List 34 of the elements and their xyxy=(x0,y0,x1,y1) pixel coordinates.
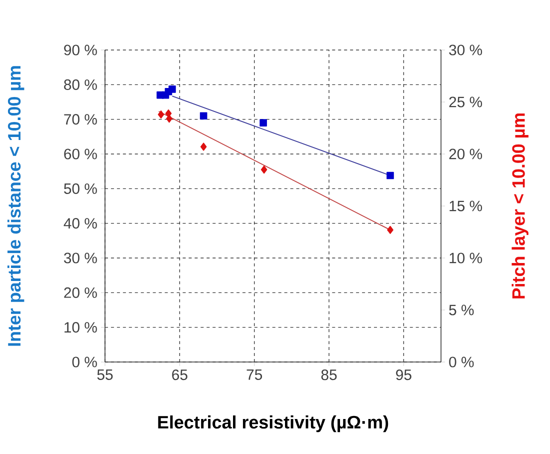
point xyxy=(168,86,176,93)
x-tick-label: 65 xyxy=(172,370,188,380)
point xyxy=(158,110,164,119)
y-tick-label: 0 % xyxy=(72,356,97,368)
y2-tick-label: 5 % xyxy=(449,304,474,316)
y2-tick-label: 15 % xyxy=(450,200,482,212)
x-tick-label: 85 xyxy=(321,370,337,380)
x-tick-label: 95 xyxy=(396,370,412,380)
point xyxy=(200,112,208,120)
point xyxy=(260,166,268,174)
y2-tick-label: 20 % xyxy=(449,148,482,160)
x-axis-title: Electrical resistivity (µΩ·m) xyxy=(158,415,388,432)
y-tick-label: 40 % xyxy=(64,218,97,229)
y2-tick-label: 30 % xyxy=(449,44,482,56)
x-tick-label: 55 xyxy=(97,370,113,380)
y2-axis-title: Pitch layer < 10.00 µm xyxy=(512,113,528,298)
y-tick-label: 60 % xyxy=(64,148,97,160)
y-tick-label: 30 % xyxy=(64,252,97,264)
y-tick-label: 50 % xyxy=(64,183,97,194)
y2-tick-label: 10 % xyxy=(450,252,482,264)
y-axis-title: Inter particle distance < 10.00 µm xyxy=(7,66,24,346)
y2-tick-label: 0 % xyxy=(449,356,474,368)
y-tick-label: 80 % xyxy=(64,79,97,90)
point xyxy=(166,114,172,123)
point xyxy=(200,142,207,151)
y-tick-label: 90 % xyxy=(64,44,97,56)
point xyxy=(386,172,394,180)
point xyxy=(260,119,267,126)
y-tick-label: 70 % xyxy=(64,114,97,125)
point xyxy=(387,226,394,234)
y-tick-label: 20 % xyxy=(64,287,97,298)
y2-tick-label: 25 % xyxy=(449,96,482,108)
x-tick-label: 75 xyxy=(246,370,262,380)
y-tick-label: 10 % xyxy=(64,322,97,333)
